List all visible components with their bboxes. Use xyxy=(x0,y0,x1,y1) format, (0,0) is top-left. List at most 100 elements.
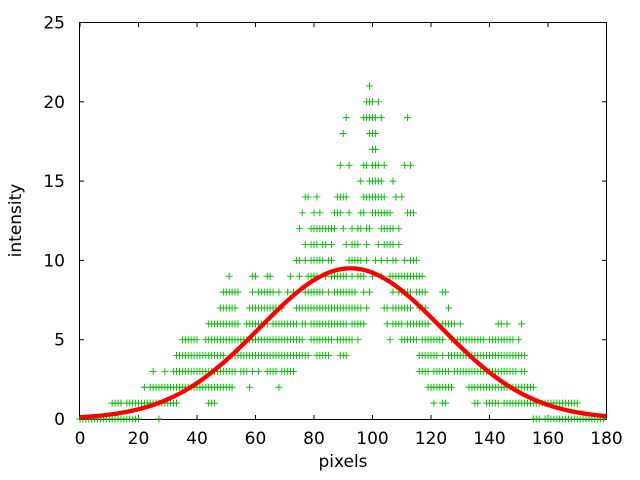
data-point-marker xyxy=(351,288,359,296)
data-point-marker xyxy=(404,114,412,122)
y-tick-label: 5 xyxy=(54,331,65,351)
data-point-marker xyxy=(398,320,406,328)
data-point-row xyxy=(295,225,403,233)
data-point-marker xyxy=(319,288,327,296)
data-point-marker xyxy=(254,367,262,375)
data-point-marker xyxy=(322,241,330,249)
data-point-marker xyxy=(328,241,336,249)
data-point-marker xyxy=(313,193,321,201)
data-point-marker xyxy=(407,288,415,296)
data-point-marker xyxy=(445,304,453,312)
data-point-marker xyxy=(231,367,239,375)
data-point-marker xyxy=(374,98,382,106)
data-point-marker xyxy=(249,367,257,375)
data-point-marker xyxy=(319,256,327,264)
x-tick-label: 40 xyxy=(186,429,208,449)
data-point-marker xyxy=(360,209,368,217)
data-point-marker xyxy=(328,336,336,344)
data-point-marker xyxy=(573,399,581,407)
data-point-marker xyxy=(149,367,157,375)
data-point-marker xyxy=(225,272,233,280)
data-point-marker xyxy=(398,193,406,201)
data-point-marker xyxy=(284,288,292,296)
data-point-marker xyxy=(275,288,283,296)
data-point-marker xyxy=(290,367,298,375)
data-point-marker xyxy=(275,383,283,391)
data-point-marker xyxy=(345,209,353,217)
data-point-marker xyxy=(395,225,403,233)
data-point-marker xyxy=(234,320,242,328)
data-points-layer xyxy=(76,82,608,423)
data-point-row xyxy=(301,241,403,249)
data-point-marker xyxy=(313,241,321,249)
data-point-marker xyxy=(515,336,523,344)
data-point-marker xyxy=(474,399,482,407)
data-point-marker xyxy=(304,193,312,201)
data-point-marker xyxy=(521,367,529,375)
data-point-marker xyxy=(377,256,385,264)
data-point-marker xyxy=(211,399,219,407)
data-point-marker xyxy=(521,352,529,360)
data-point-marker xyxy=(497,320,505,328)
data-point-marker xyxy=(301,256,309,264)
data-point-marker xyxy=(339,130,347,138)
data-point-marker xyxy=(330,225,338,233)
data-point-marker xyxy=(366,288,374,296)
data-point-marker xyxy=(117,399,125,407)
data-point-row xyxy=(225,272,426,280)
data-point-row xyxy=(336,161,415,169)
data-point-marker xyxy=(295,225,303,233)
y-tick-label: 20 xyxy=(43,93,65,113)
data-point-marker xyxy=(266,272,274,280)
data-point-marker xyxy=(342,114,350,122)
x-tick-label: 20 xyxy=(128,429,150,449)
data-point-marker xyxy=(336,161,344,169)
data-point-marker xyxy=(424,320,432,328)
data-point-marker xyxy=(228,383,236,391)
data-point-marker xyxy=(512,367,520,375)
axes-layer: 0 20 40 60 80 100 120 140 160 180 0 5 10 15 20 25 xyxy=(43,14,622,450)
data-point-marker xyxy=(193,336,201,344)
data-point-marker xyxy=(342,272,350,280)
data-point-marker xyxy=(386,336,394,344)
data-point-marker xyxy=(243,367,251,375)
data-point-row xyxy=(298,209,417,217)
data-point-marker xyxy=(377,114,385,122)
data-point-marker xyxy=(369,98,376,106)
data-point-marker xyxy=(383,256,391,264)
data-point-marker xyxy=(301,241,309,249)
data-point-marker xyxy=(348,336,356,344)
data-point-marker xyxy=(357,256,365,264)
data-point-marker xyxy=(272,367,280,375)
data-point-marker xyxy=(383,304,391,312)
x-tick-label: 180 xyxy=(590,429,622,449)
data-point-marker xyxy=(219,352,227,360)
data-point-row xyxy=(149,367,529,375)
data-point-marker xyxy=(535,415,543,423)
data-point-row xyxy=(369,145,379,153)
data-point-marker xyxy=(301,320,309,328)
data-point-marker xyxy=(430,399,438,407)
data-point-marker xyxy=(371,130,379,138)
data-point-marker xyxy=(295,272,303,280)
data-point-marker xyxy=(269,288,277,296)
data-point-marker xyxy=(412,256,420,264)
data-point-marker xyxy=(363,161,371,169)
data-point-marker xyxy=(354,336,362,344)
data-point-marker xyxy=(389,288,397,296)
fit-curve-line xyxy=(79,266,607,420)
data-point-marker xyxy=(298,209,306,217)
plot-frame xyxy=(79,22,607,420)
data-point-marker xyxy=(363,256,371,264)
x-tick-label: 0 xyxy=(75,429,86,449)
data-point-marker xyxy=(342,320,350,328)
data-point-marker xyxy=(407,161,415,169)
data-point-row xyxy=(219,288,450,296)
data-point-marker xyxy=(392,256,400,264)
data-point-marker xyxy=(433,352,441,360)
data-point-marker xyxy=(292,320,300,328)
data-point-marker xyxy=(529,383,537,391)
data-point-marker xyxy=(366,82,374,90)
data-point-marker xyxy=(374,161,382,169)
